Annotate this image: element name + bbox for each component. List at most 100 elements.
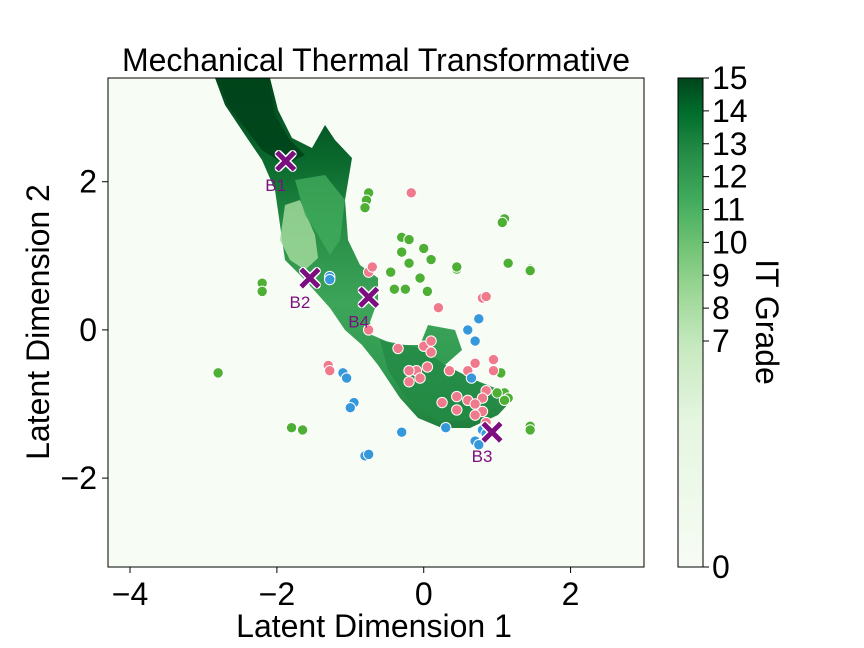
x-tick-label: 2 <box>562 576 580 612</box>
scatter-point <box>403 257 415 269</box>
scatter-point <box>432 301 445 314</box>
scatter-point <box>491 387 503 399</box>
scatter-point <box>496 216 508 229</box>
scatter-point <box>256 285 268 298</box>
annotation-b1: B1 <box>265 149 297 195</box>
colorbar-tick-label: 8 <box>712 290 730 326</box>
annotation-b4: B4 <box>348 286 380 331</box>
colorbar-tick-label: 0 <box>712 549 730 585</box>
scatter-point <box>502 257 514 269</box>
scatter-point <box>425 346 437 358</box>
scatter-point <box>524 424 536 436</box>
scatter-point <box>414 372 426 384</box>
colorbar-tick-label: 11 <box>712 192 745 228</box>
scatter-point <box>498 394 511 406</box>
y-axis-ticks: −2 0 2 <box>61 164 108 496</box>
scatter-point <box>362 324 375 336</box>
scatter-point <box>440 422 452 434</box>
scatter-point <box>359 201 371 214</box>
colorbar-tick-label: 9 <box>712 257 730 293</box>
scatter-point <box>418 242 430 255</box>
contour-band-light <box>280 200 318 270</box>
scatter-point <box>399 283 412 295</box>
plot-frame <box>107 77 645 568</box>
x-marker <box>299 267 321 289</box>
annotation-b3: B3 <box>472 421 504 466</box>
colorbar-label: IT Grade <box>749 259 785 385</box>
x-axis-ticks: −4 −2 0 2 <box>112 567 580 612</box>
y-tick-label: −2 <box>61 460 97 496</box>
scatter-point <box>212 367 224 379</box>
scatter-point <box>421 285 434 298</box>
scatter-point <box>324 364 336 377</box>
scatter-point <box>480 290 492 303</box>
scatter-point <box>395 246 408 258</box>
scatter-point <box>403 376 415 388</box>
scatter-point <box>476 392 489 404</box>
x-tick-label: 0 <box>415 576 433 612</box>
scatter-point <box>451 404 463 416</box>
x-marker <box>275 150 297 172</box>
scatter-point <box>285 422 298 434</box>
scatter-point <box>384 266 397 278</box>
scatter-point <box>487 364 500 377</box>
scatter-point <box>405 187 417 199</box>
scatter-point <box>388 283 401 295</box>
annotation-label: B3 <box>472 447 493 466</box>
scatter-point <box>473 439 485 451</box>
y-tick-label: 0 <box>79 312 97 348</box>
scatter-point <box>403 364 415 377</box>
colorbar <box>677 77 704 568</box>
scatter-point <box>324 273 336 286</box>
scatter-point <box>395 426 408 438</box>
colorbar-tick-label: 12 <box>712 159 748 195</box>
scatter-point <box>362 448 375 461</box>
scatter-point <box>425 253 437 266</box>
scatter-point <box>443 364 456 377</box>
scatter-point <box>469 398 481 410</box>
scatter-point <box>469 409 481 421</box>
scatter-point <box>403 233 415 246</box>
y-tick-label: 2 <box>79 164 97 200</box>
scatter-point <box>487 353 500 366</box>
x-marker <box>358 286 380 308</box>
annotation-b2: B2 <box>290 267 321 312</box>
x-tick-label: −2 <box>259 576 295 612</box>
scatter-point <box>436 396 448 409</box>
colorbar-tick-label: 13 <box>712 126 748 162</box>
x-marker <box>481 421 503 443</box>
annotation-label: B4 <box>348 312 369 331</box>
contour-band-dark-top <box>220 80 305 165</box>
x-axis-label: Latent Dimension 1 <box>236 608 512 644</box>
scatter-point <box>366 261 379 273</box>
scatter-point <box>296 424 309 436</box>
contour-band-mid <box>295 175 345 255</box>
y-axis-label: Latent Dimension 2 <box>20 184 56 460</box>
colorbar-tick-label: 15 <box>712 60 748 96</box>
scatter-point <box>469 335 481 347</box>
colorbar-tick-label: 7 <box>712 323 730 359</box>
scatter-point <box>465 372 478 384</box>
scatter-point <box>462 324 474 336</box>
scatter-point <box>392 342 404 355</box>
plot-area <box>108 78 644 567</box>
annotation-label: B2 <box>290 293 311 312</box>
annotation-markers: B1 B2 B3 B4 <box>265 149 504 466</box>
scatter-point <box>451 390 463 403</box>
scatter-point <box>425 335 437 347</box>
scatter-point <box>421 361 434 373</box>
scatter-point <box>524 264 536 277</box>
scatter-point <box>469 357 481 369</box>
scatter-point <box>414 272 426 284</box>
scatter-point <box>473 313 485 325</box>
colorbar-tick-label: 10 <box>712 224 748 260</box>
scatter-point <box>451 261 463 273</box>
annotation-label: B1 <box>265 176 286 195</box>
x-tick-label: −4 <box>112 576 148 612</box>
chart-title: Mechanical Thermal Transformative <box>122 42 630 78</box>
scatter-point <box>340 372 353 384</box>
scatter-point <box>344 402 357 414</box>
colorbar-tick-label: 14 <box>712 93 748 129</box>
